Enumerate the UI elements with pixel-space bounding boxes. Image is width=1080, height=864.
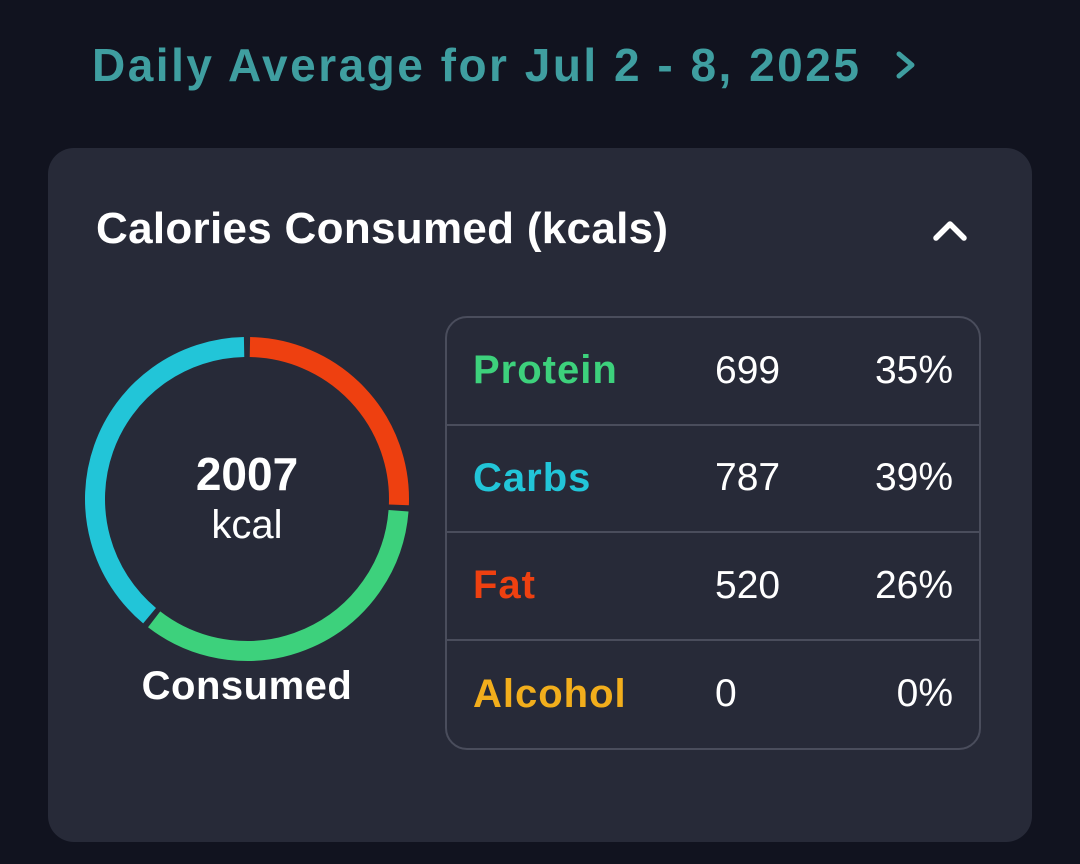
macro-kcal: 520 (715, 563, 781, 607)
card-title: Calories Consumed (kcals) (96, 204, 669, 253)
macro-percent: 39% (874, 456, 953, 500)
macro-kcal: 699 (715, 348, 781, 392)
donut-segment-protein (148, 509, 409, 661)
macro-row-fat: Fat 520 26% (447, 533, 979, 641)
macro-breakdown-table: Protein 699 35% Carbs 787 39% Fat 520 26… (445, 316, 981, 750)
total-calories-value: 2007 (195, 447, 299, 500)
macro-name: Alcohol (473, 671, 627, 716)
calories-card: Calories Consumed (kcals) 2007 kcal Cons… (48, 148, 1032, 842)
chevron-right-icon (891, 50, 921, 80)
macro-row-carbs: Carbs 787 39% (447, 426, 979, 533)
donut-svg (85, 337, 409, 661)
donut-center: 2007 kcal (82, 334, 412, 664)
macro-name: Fat (473, 563, 536, 608)
donut-caption: Consumed (141, 664, 353, 708)
date-range-title: Daily Average for Jul 2 - 8, 2025 (92, 39, 862, 91)
macro-row-protein: Protein 699 35% (447, 318, 979, 426)
date-range-link[interactable]: Daily Average for Jul 2 - 8, 2025 (92, 30, 921, 100)
macro-percent: 0% (896, 672, 953, 716)
macro-kcal: 0 (715, 672, 737, 716)
collapse-button[interactable] (928, 210, 972, 254)
total-calories-unit: kcal (211, 503, 283, 548)
macro-row-alcohol: Alcohol 0 0% (447, 641, 979, 749)
macro-name: Carbs (473, 455, 592, 500)
donut-segment-carbs (85, 337, 245, 624)
calorie-donut-chart: 2007 kcal (82, 334, 412, 664)
macro-name: Protein (473, 348, 618, 393)
chevron-up-icon (931, 217, 969, 248)
macro-kcal: 787 (715, 456, 781, 500)
donut-segment-fat (249, 337, 409, 506)
macro-percent: 26% (874, 563, 953, 607)
macro-percent: 35% (874, 348, 953, 392)
